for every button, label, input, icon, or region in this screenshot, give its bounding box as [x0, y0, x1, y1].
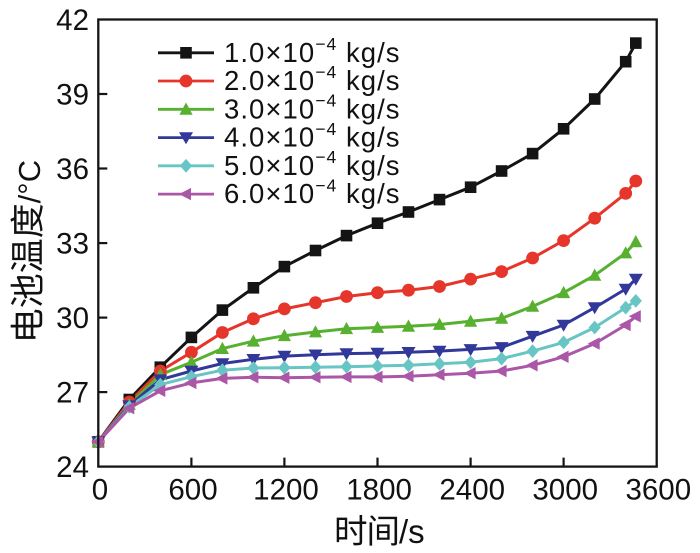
svg-text:36: 36 [56, 153, 89, 186]
svg-text:1.0×10−4 kg/s: 1.0×10−4 kg/s [224, 34, 401, 68]
svg-text:3600: 3600 [625, 473, 691, 506]
svg-text:2.0×10−4 kg/s: 2.0×10−4 kg/s [224, 62, 401, 96]
svg-text:2400: 2400 [439, 473, 505, 506]
svg-text:24: 24 [56, 451, 89, 484]
svg-text:6.0×10−4 kg/s: 6.0×10−4 kg/s [224, 175, 401, 209]
svg-text:1800: 1800 [346, 473, 412, 506]
svg-text:42: 42 [56, 4, 89, 37]
svg-text:/°C: /°C [12, 160, 47, 203]
svg-text:27: 27 [56, 376, 89, 409]
svg-text:600: 600 [168, 473, 217, 506]
svg-text:4.0×10−4 kg/s: 4.0×10−4 kg/s [224, 119, 401, 153]
svg-text:33: 33 [56, 227, 89, 260]
svg-text:0: 0 [92, 473, 108, 506]
svg-text:39: 39 [56, 78, 89, 111]
svg-text:/s: /s [399, 513, 425, 550]
svg-text:3000: 3000 [532, 473, 598, 506]
svg-text:1200: 1200 [253, 473, 319, 506]
svg-text:5.0×10−4 kg/s: 5.0×10−4 kg/s [224, 147, 401, 181]
svg-text:30: 30 [56, 302, 89, 335]
svg-text:3.0×10−4 kg/s: 3.0×10−4 kg/s [224, 91, 401, 125]
